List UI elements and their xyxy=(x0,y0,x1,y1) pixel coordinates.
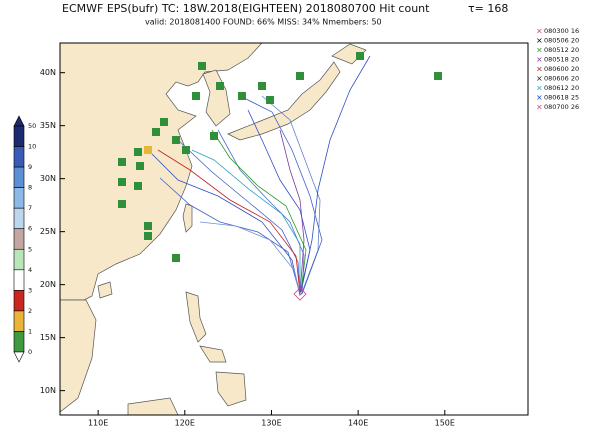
y-tick-label: 10N xyxy=(40,386,56,395)
legend-label: 080518 20 xyxy=(544,56,579,64)
colorbar-bottom-arrow xyxy=(13,351,25,363)
legend-symbol: × xyxy=(536,93,543,102)
map-area xyxy=(59,42,529,416)
colorbar-label: 6 xyxy=(28,225,32,233)
legend-symbol: × xyxy=(536,55,543,64)
colorbar-label: 10 xyxy=(28,143,36,151)
subtitle: valid: 2018081400 FOUND: 66% MISS: 34% N… xyxy=(145,18,382,27)
x-tick-label: 140E xyxy=(348,419,368,428)
legend: × 080300 16× 080506 20× 080512 20× 080518 20… xyxy=(536,27,579,112)
colorbar-segment xyxy=(13,207,25,230)
legend-label: 080600 20 xyxy=(544,65,579,73)
colorbar-segment xyxy=(13,290,25,312)
legend-symbol: × xyxy=(536,84,543,93)
legend-label: 080612 20 xyxy=(544,84,579,92)
colorbar-label: 5 xyxy=(28,245,32,253)
colorbar-top-arrow xyxy=(13,115,25,127)
colorbar-segment xyxy=(13,228,25,250)
legend-symbol: × xyxy=(536,46,543,55)
colorbar-segment xyxy=(13,269,25,291)
y-tick-label: 40N xyxy=(40,68,56,77)
legend-label: 080512 20 xyxy=(544,46,579,54)
legend-label: 080618 25 xyxy=(544,94,579,102)
colorbar-label: 4 xyxy=(28,266,32,274)
colorbar-label: 2 xyxy=(28,307,32,315)
colorbar-segment xyxy=(13,166,25,188)
legend-symbol: × xyxy=(536,74,543,83)
y-tick-label: 35N xyxy=(40,121,56,130)
x-tick-label: 120E xyxy=(175,419,195,428)
colorbar-segment xyxy=(13,331,25,353)
colorbar-label: 9 xyxy=(28,163,32,171)
legend-symbol: × xyxy=(536,103,543,112)
y-tick-label: 25N xyxy=(40,227,56,236)
colorbar-segment xyxy=(13,187,25,209)
legend-label: 080606 20 xyxy=(544,75,579,83)
colorbar-segment xyxy=(13,310,25,332)
x-tick-label: 130E xyxy=(261,419,281,428)
legend-symbol: × xyxy=(536,65,543,74)
colorbar-label: 3 xyxy=(28,286,32,294)
y-tick-label: 20N xyxy=(40,280,56,289)
y-tick-label: 30N xyxy=(40,174,56,183)
colorbar-label: 50 xyxy=(28,122,36,130)
land xyxy=(59,42,367,416)
legend-label: 080700 26 xyxy=(544,103,579,111)
y-tick-label: 15N xyxy=(40,333,56,342)
tau: τ= 168 xyxy=(468,2,508,15)
colorbar-label: 1 xyxy=(28,327,32,335)
title: ECMWF EPS(bufr) TC: 18W.2018(EIGHTEEN) 2… xyxy=(62,2,430,15)
colorbar-label: 7 xyxy=(28,204,32,212)
colorbar-segment xyxy=(13,146,25,168)
colorbar-segment xyxy=(13,125,25,147)
legend-symbol: × xyxy=(536,27,543,36)
legend-label: 080300 16 xyxy=(544,27,579,35)
hit-count-cells xyxy=(118,52,442,262)
x-tick-label: 150E xyxy=(435,419,455,428)
legend-symbol: × xyxy=(536,36,543,45)
legend-label: 080506 20 xyxy=(544,37,579,45)
colorbar-label: 0 xyxy=(28,348,32,356)
colorbar-segment xyxy=(13,248,25,271)
tracks xyxy=(147,55,371,301)
colorbar-label: 8 xyxy=(28,184,32,192)
x-tick-label: 110E xyxy=(88,419,108,428)
